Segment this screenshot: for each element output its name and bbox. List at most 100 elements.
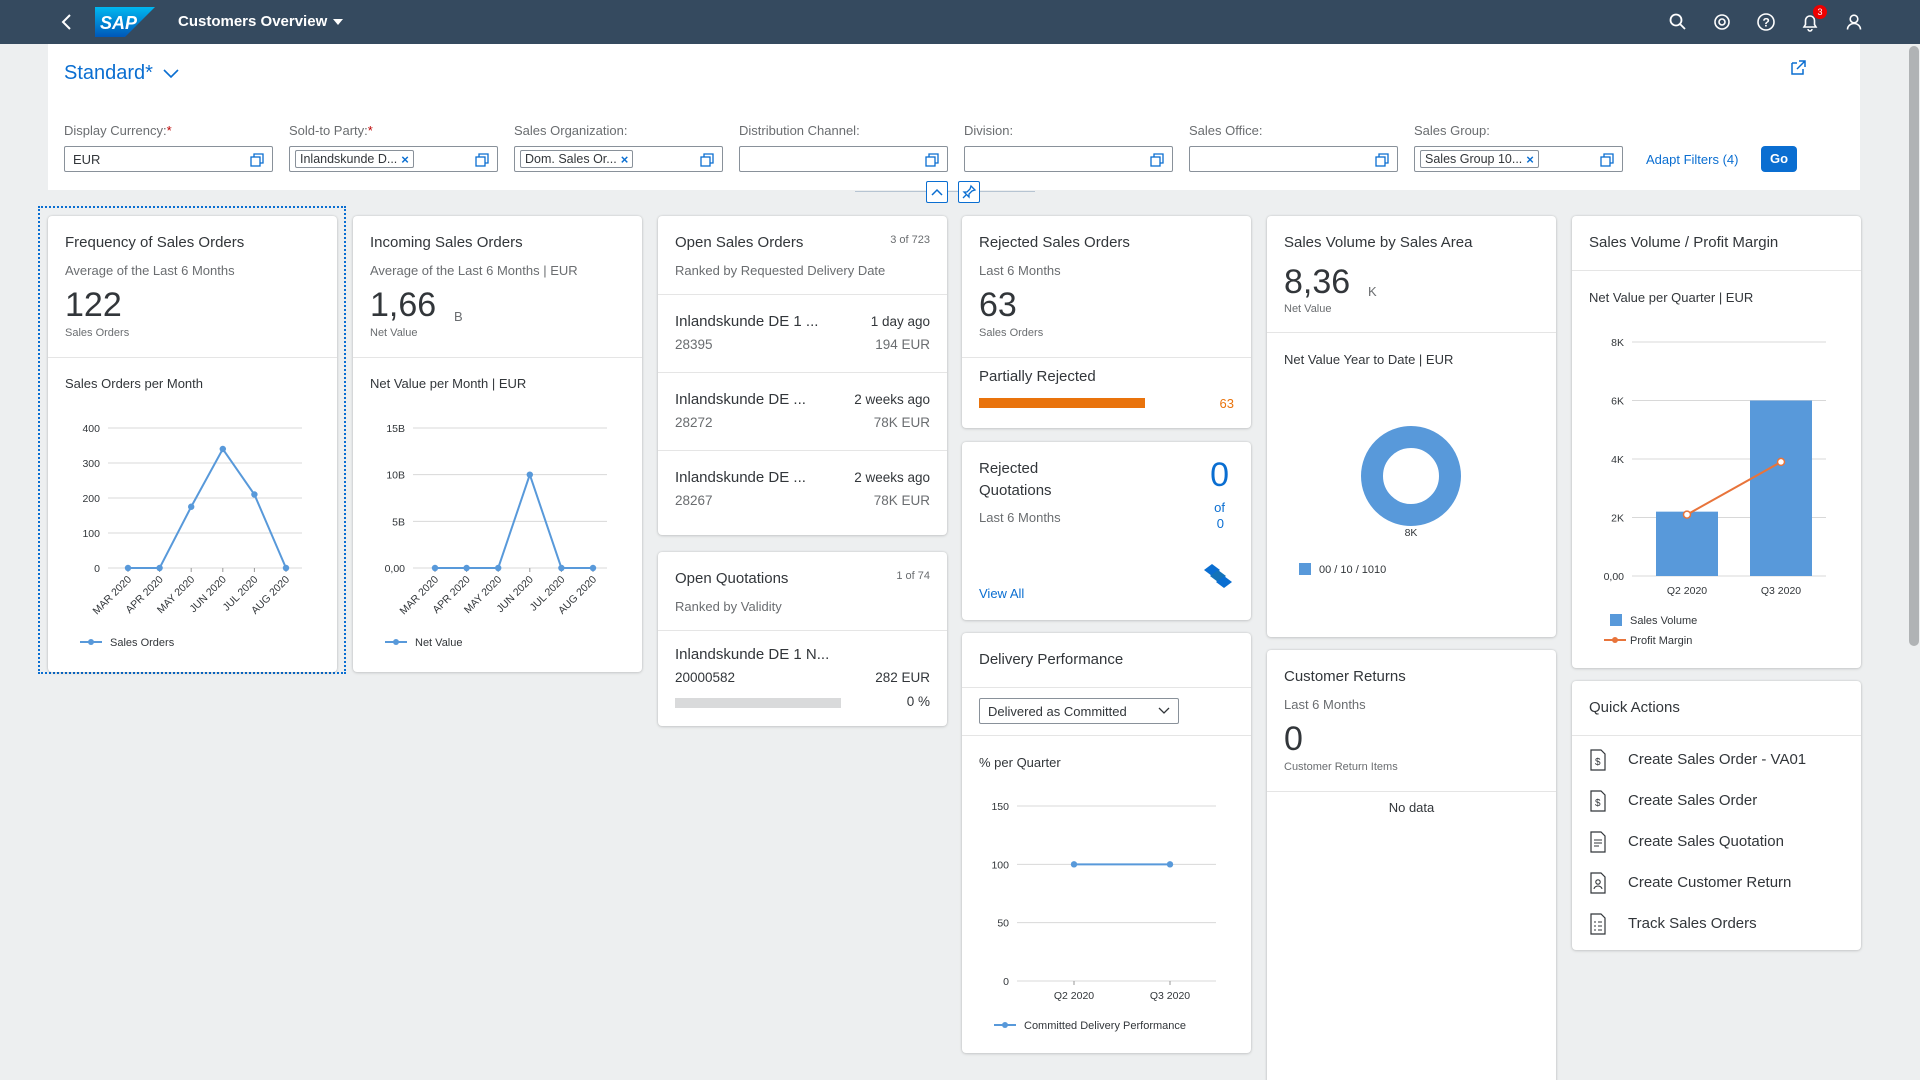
- legend-marker: [393, 639, 399, 645]
- pin-header-button[interactable]: [958, 181, 980, 203]
- card-customer-returns[interactable]: Customer Returns Last 6 Months 0 Custome…: [1267, 650, 1556, 1080]
- donut-chart-sales-area: 8K 00 / 10 / 1010: [1299, 426, 1461, 576]
- card-open-quotations[interactable]: Open Quotations 1 of 74 Ranked by Validi…: [658, 552, 947, 726]
- quick-action-create-sales-order-va01[interactable]: $ Create Sales Order - VA01: [1572, 739, 1861, 780]
- card-title: Customer Returns: [1284, 668, 1406, 685]
- data-point: [188, 503, 195, 510]
- filter-label-sales-group: Sales Group:: [1414, 123, 1490, 138]
- value-help-icon[interactable]: [473, 151, 491, 169]
- legend-label: Sales Volume: [1630, 615, 1697, 627]
- card-divider: [353, 357, 642, 358]
- value-help-icon[interactable]: [698, 151, 716, 169]
- search-icon[interactable]: [1666, 10, 1690, 34]
- sales-office-input[interactable]: [1189, 146, 1398, 172]
- sales-group-token[interactable]: Sales Group 10... ×: [1420, 150, 1539, 168]
- variant-selector[interactable]: Standard*: [64, 62, 179, 85]
- sold-to-party-token[interactable]: Inlandskunde D... ×: [295, 150, 414, 168]
- sales-organization-token[interactable]: Dom. Sales Or... ×: [520, 150, 634, 168]
- legend-label: Committed Delivery Performance: [1024, 1020, 1186, 1032]
- token-remove-icon[interactable]: ×: [1526, 151, 1534, 167]
- card-sales-volume-profit[interactable]: Sales Volume / Profit Margin Net Value p…: [1572, 216, 1861, 668]
- data-point: [526, 471, 533, 478]
- quick-action-create-customer-return[interactable]: Create Customer Return: [1572, 862, 1861, 903]
- kpi-value: 0: [1284, 720, 1303, 758]
- data-point: [156, 564, 163, 572]
- combo-chart-profit: 0,00 2K 4K 6K 8K Q2 2020 Q3 2020 Sales Volume Pr…: [1604, 337, 1826, 647]
- quick-action-create-sales-order[interactable]: $ Create Sales Order: [1572, 780, 1861, 821]
- logo-text: SAP: [100, 13, 138, 33]
- user-icon[interactable]: [1842, 10, 1866, 34]
- kpi-label: Sales Orders: [65, 327, 130, 339]
- item-amount: 78K EUR: [873, 493, 930, 508]
- collapse-header-button[interactable]: [926, 181, 948, 203]
- chart-title: % per Quarter: [979, 755, 1061, 770]
- card-rejected-quotations[interactable]: Rejected Quotations Last 6 Months 0 of 0…: [962, 442, 1251, 620]
- value-help-icon[interactable]: [923, 151, 941, 169]
- token-remove-icon[interactable]: ×: [401, 151, 409, 167]
- quick-action-track-sales-orders[interactable]: Track Sales Orders: [1572, 903, 1861, 944]
- app-title-menu[interactable]: Customers Overview: [178, 13, 344, 30]
- share-icon[interactable]: [1788, 58, 1808, 78]
- card-divider: [658, 450, 947, 451]
- card-divider: [658, 630, 947, 631]
- list-item[interactable]: Inlandskunde DE ... 28272 2 weeks ago 78…: [658, 372, 947, 450]
- select-value: Delivered as Committed: [988, 704, 1127, 719]
- series-line: [128, 447, 287, 569]
- legend-swatch: [1610, 614, 1622, 626]
- rejected-total: 0: [1216, 516, 1224, 531]
- item-amount: 194 EUR: [875, 337, 930, 352]
- card-rejected-sales-orders[interactable]: Rejected Sales Orders Last 6 Months 63 S…: [962, 216, 1251, 428]
- app-title: Customers Overview: [178, 13, 328, 30]
- sap-logo[interactable]: SAP: [95, 7, 155, 37]
- back-icon[interactable]: [55, 10, 79, 34]
- legend-label: 00 / 10 / 1010: [1319, 564, 1386, 576]
- value-help-icon[interactable]: [1373, 151, 1391, 169]
- go-button[interactable]: Go: [1761, 146, 1797, 172]
- bar-value: 63: [1219, 396, 1234, 411]
- value-help-icon[interactable]: [248, 151, 266, 169]
- kpi-unit: K: [1368, 284, 1377, 299]
- card-sales-volume-area[interactable]: Sales Volume by Sales Area 8,36 K Net Va…: [1267, 216, 1556, 637]
- distribution-channel-input[interactable]: [739, 146, 948, 172]
- token-remove-icon[interactable]: ×: [620, 151, 629, 167]
- list-item[interactable]: Inlandskunde DE ... 28267 2 weeks ago 78…: [658, 450, 947, 528]
- no-data-text: No data: [1388, 800, 1435, 815]
- data-point: [1776, 457, 1786, 467]
- y-tick-label: 50: [997, 918, 1009, 930]
- legend-label: Profit Margin: [1630, 635, 1692, 647]
- copilot-icon[interactable]: [1710, 10, 1734, 34]
- legend-marker: [1002, 1022, 1008, 1028]
- card-subtitle: Average of the Last 6 Months: [65, 263, 235, 278]
- quick-action-create-sales-quotation[interactable]: Create Sales Quotation: [1572, 821, 1861, 862]
- value-help-icon[interactable]: [1598, 151, 1616, 169]
- delivery-select[interactable]: Delivered as Committed: [979, 698, 1179, 724]
- division-input[interactable]: [964, 146, 1173, 172]
- card-title: Open Sales Orders: [675, 234, 804, 251]
- currency-input[interactable]: EUR: [64, 146, 273, 172]
- item-name: Inlandskunde DE ...: [675, 391, 806, 408]
- page-scrollbar-thumb[interactable]: [1909, 46, 1919, 646]
- notifications-icon[interactable]: [1798, 10, 1822, 34]
- y-tick-label: 0: [1003, 976, 1009, 988]
- progress-bar: [675, 698, 841, 708]
- help-icon[interactable]: ?: [1754, 10, 1778, 34]
- pin-icon: [962, 184, 977, 199]
- list-item[interactable]: Inlandskunde DE 1 ... 28395 1 day ago 19…: [658, 294, 947, 372]
- adapt-filters-link[interactable]: Adapt Filters (4): [1646, 152, 1739, 167]
- sales-organization-input[interactable]: Dom. Sales Or... ×: [514, 146, 723, 172]
- sold-to-party-input[interactable]: Inlandskunde D... ×: [289, 146, 498, 172]
- filter-label-sold-to-party: Sold-to Party:*: [289, 123, 373, 138]
- sales-group-input[interactable]: Sales Group 10... ×: [1414, 146, 1623, 172]
- card-frequency-sales-orders[interactable]: Frequency of Sales Orders Average of the…: [48, 216, 337, 672]
- card-open-sales-orders[interactable]: Open Sales Orders 3 of 723 Ranked by Req…: [658, 216, 947, 535]
- card-delivery-performance[interactable]: Delivery Performance Delivered as Commit…: [962, 633, 1251, 1053]
- y-tick-label: 2K: [1611, 513, 1624, 525]
- list-item[interactable]: Inlandskunde DE 1 N... 20000582 282 EUR …: [658, 630, 947, 726]
- data-point: [558, 564, 565, 572]
- value-help-icon[interactable]: [1148, 151, 1166, 169]
- card-incoming-sales-orders[interactable]: Incoming Sales Orders Average of the Las…: [353, 216, 642, 672]
- view-all-link[interactable]: View All: [979, 586, 1025, 601]
- kpi-value: 63: [979, 286, 1017, 324]
- card-title: Sales Volume by Sales Area: [1284, 234, 1473, 251]
- token-text: Sales Group 10...: [1425, 152, 1523, 166]
